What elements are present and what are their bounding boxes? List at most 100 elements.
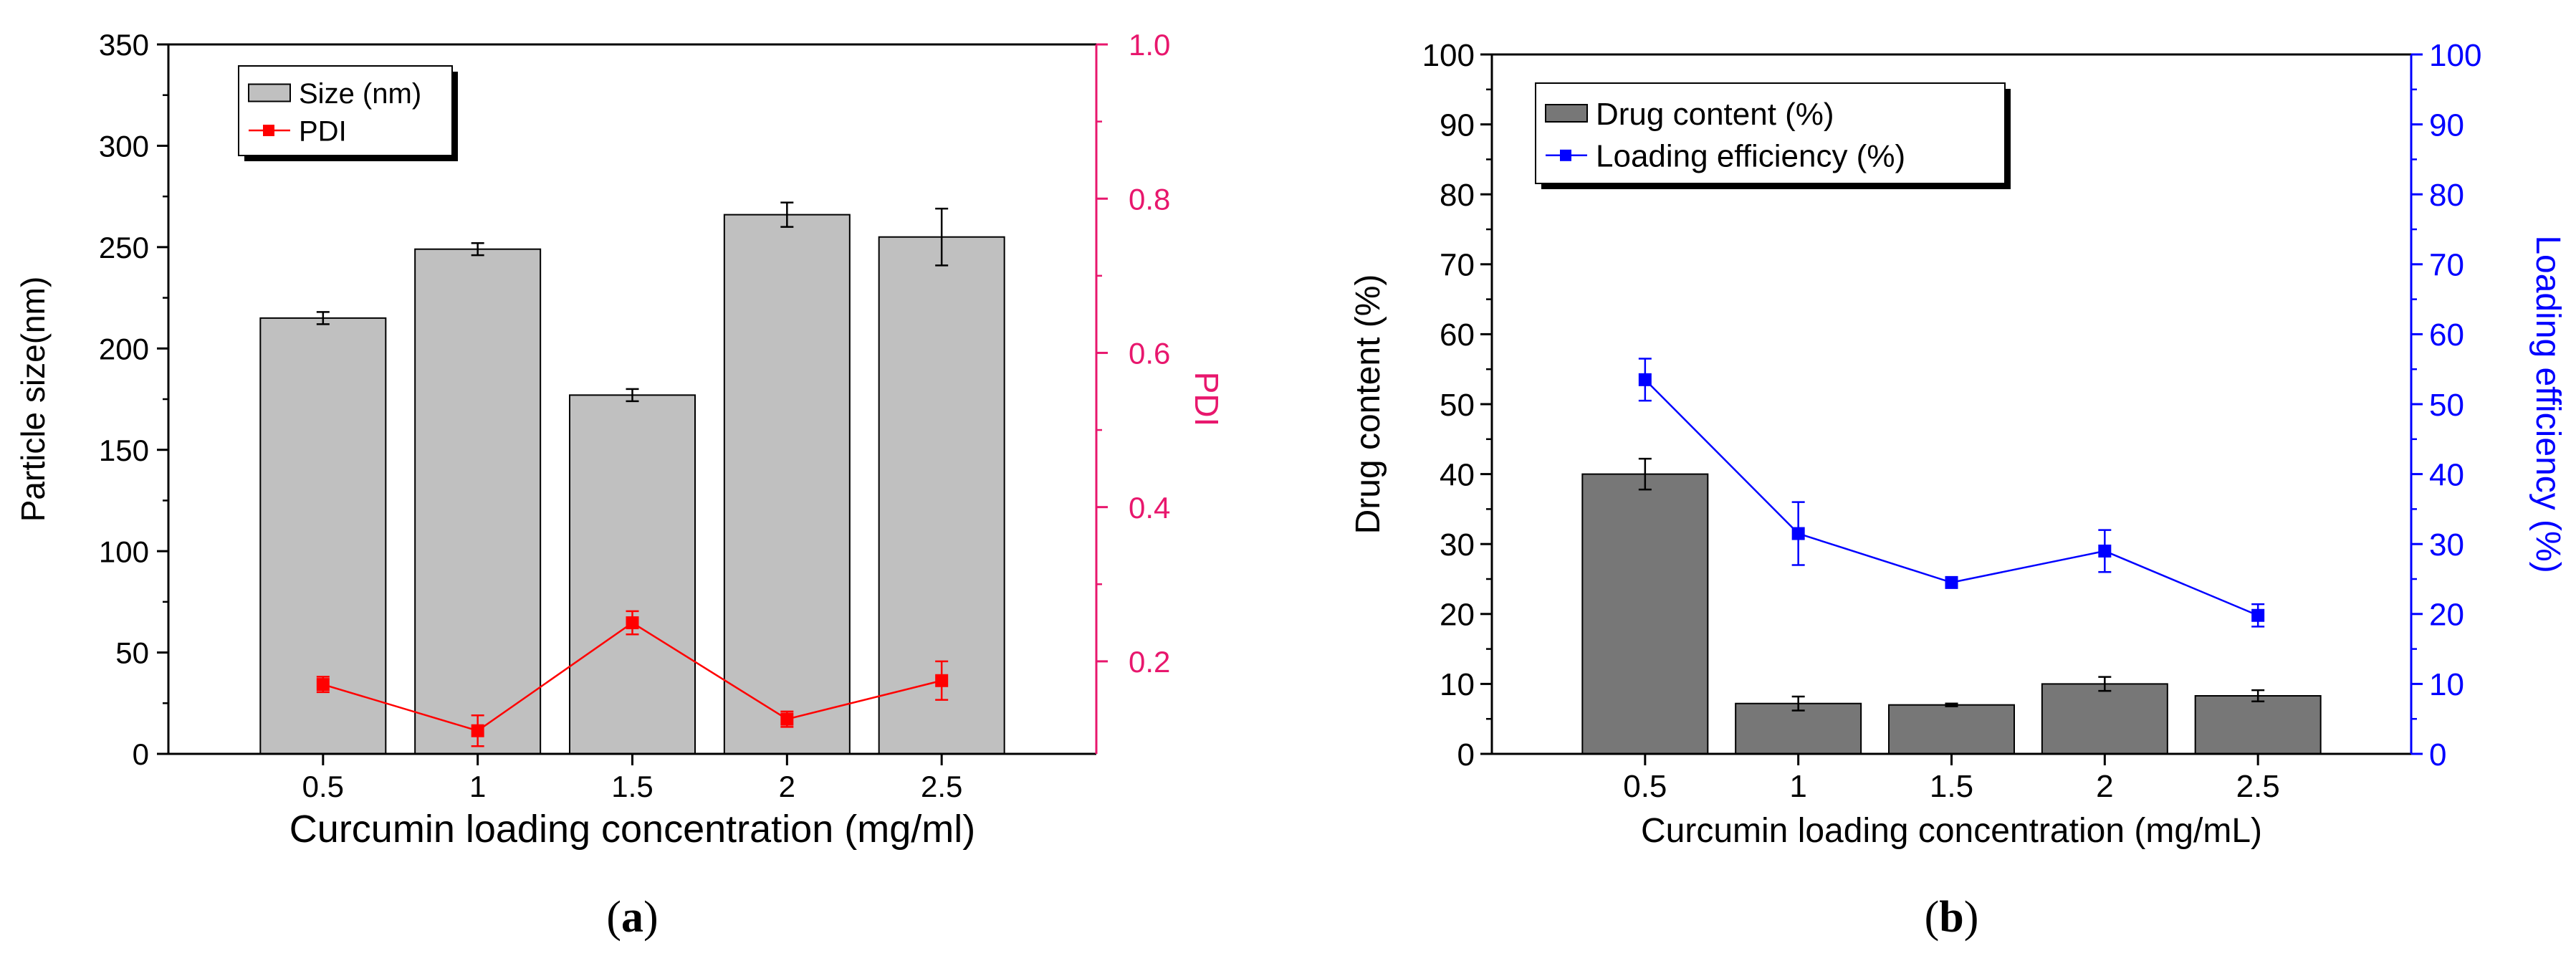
panel-b-legend-label-line: Loading efficiency (%) xyxy=(1596,139,1905,174)
panel-b-ytick-label-10: 100 xyxy=(1422,38,1475,73)
panel-a-ytick-label-2: 100 xyxy=(99,535,149,568)
panel-a-y2tick-label-1: 0.4 xyxy=(1129,491,1170,525)
panel-a-caption-close: ) xyxy=(643,893,659,942)
panel-a: 0 50 100 150 200 250 300 350 0.2 0.4 0.6 0.8 1.0 0.5 1… xyxy=(14,28,1225,942)
panel-a-legend-label-line: PDI xyxy=(299,115,347,147)
panel-a-ytick-label-4: 200 xyxy=(99,332,149,365)
panel-b-point-4 xyxy=(2251,608,2265,622)
panel-b-bar-0 xyxy=(1581,473,1709,755)
panel-b-y2tick-label-0: 0 xyxy=(2429,737,2446,773)
panel-a-bar-2 xyxy=(569,394,696,755)
panel-a-x-axis-label: Curcumin loading concentration (mg/ml) xyxy=(289,808,975,851)
panel-b-xtick-label-4: 2.5 xyxy=(2236,769,2280,804)
panel-a-bar-errorbar-2 xyxy=(626,388,639,403)
panel-b-y2tick-label-4: 40 xyxy=(2429,457,2464,492)
panel-a-y2tick-label-3: 0.8 xyxy=(1129,182,1170,216)
panel-b-caption: (b) xyxy=(1925,893,1979,942)
panel-a-point-3 xyxy=(780,712,794,726)
panel-a-y-axis-label: Particle size(nm) xyxy=(14,277,52,522)
panel-a-legend-label-bar: Size (nm) xyxy=(299,78,421,110)
panel-a-bar-errorbar-4 xyxy=(935,207,949,267)
panel-b-y2tick-label-10: 100 xyxy=(2429,38,2481,73)
panel-a-bar-1 xyxy=(414,248,542,755)
panel-a-ytick-label-7: 350 xyxy=(99,28,149,62)
panel-a-y2-axis-label: PDI xyxy=(1188,372,1225,427)
panel-a-y2tick-label-0: 0.2 xyxy=(1129,645,1170,679)
panel-b-point-3 xyxy=(2098,544,2112,558)
panel-a-caption-open: ( xyxy=(606,893,621,942)
panel-a-y2tick-label-2: 0.6 xyxy=(1129,337,1170,370)
panel-b-ytick-label-0: 0 xyxy=(1457,737,1475,773)
panel-a-bar-errorbar-1 xyxy=(471,241,484,257)
panel-b-point-2 xyxy=(1945,575,1958,589)
panel-b-y2tick-label-8: 80 xyxy=(2429,178,2464,213)
panel-a-ytick-label-3: 150 xyxy=(99,434,149,467)
panel-b-legend-swatch-bar xyxy=(1545,104,1588,123)
panel-a-point-0 xyxy=(316,678,330,692)
panel-a-legend-box xyxy=(238,65,453,156)
panel-a-y2tick-label-4: 1.0 xyxy=(1129,28,1170,62)
panel-b-y2tick-label-9: 90 xyxy=(2429,107,2464,143)
panel-a-ytick-label-1: 50 xyxy=(115,636,149,670)
panel-b-legend-swatch-marker xyxy=(1560,149,1571,161)
panel-b-y2tick-label-5: 50 xyxy=(2429,388,2464,423)
panel-b-y2tick-label-7: 70 xyxy=(2429,248,2464,283)
panel-b-ytick-label-2: 20 xyxy=(1440,598,1475,633)
panel-a-point-1 xyxy=(471,724,484,737)
panel-b-ytick-label-9: 90 xyxy=(1440,107,1475,143)
panel-b-bar-errorbar-1 xyxy=(1791,695,1805,712)
panel-b-caption-open: ( xyxy=(1925,893,1940,942)
panel-a-xtick-label-4: 2.5 xyxy=(921,770,962,803)
panel-b-bar-4 xyxy=(2194,694,2322,755)
panel-b-bar-1 xyxy=(1735,702,1862,755)
panel-b-bar-errorbar-4 xyxy=(2251,689,2265,703)
panel-b-ytick-label-4: 40 xyxy=(1440,457,1475,492)
panel-b-ytick-label-8: 80 xyxy=(1440,178,1475,213)
panel-a-point-2 xyxy=(626,616,639,630)
panel-b-y2-axis-label: Loading efficiency (%) xyxy=(2529,235,2567,573)
panel-a-ytick-label-0: 0 xyxy=(133,737,149,771)
panel-a-caption-letter: a xyxy=(621,893,643,942)
panel-b-caption-letter: b xyxy=(1939,893,1963,942)
panel-b-ytick-label-3: 30 xyxy=(1440,527,1475,563)
panel-a-bar-errorbar-3 xyxy=(780,201,794,228)
panel-b-y2tick-label-2: 20 xyxy=(2429,598,2464,633)
panel-b-ytick-label-6: 60 xyxy=(1440,317,1475,353)
panel-b-y2tick-label-1: 10 xyxy=(2429,667,2464,702)
panel-b-y-axis-label: Drug content (%) xyxy=(1349,274,1387,535)
panel-b-bar-3 xyxy=(2041,683,2168,755)
panel-a-caption: (a) xyxy=(606,893,658,942)
panel-b-point-0 xyxy=(1638,373,1652,386)
panel-b-xtick-label-3: 2 xyxy=(2096,769,2113,804)
panel-a-bar-errorbar-0 xyxy=(316,311,330,325)
panel-a-xtick-label-1: 1 xyxy=(469,770,486,803)
panel-b-xtick-label-0: 0.5 xyxy=(1623,769,1667,804)
panel-a-ytick-label-5: 250 xyxy=(99,231,149,264)
panel-b-bar-errorbar-2 xyxy=(1945,702,1958,707)
panel-b-legend-label-bar: Drug content (%) xyxy=(1596,97,1834,132)
panel-b: 0 10 20 30 40 50 60 70 80 90 100 0 10 20 30 40 50 60 70 80 9… xyxy=(1349,38,2567,942)
panel-a-xtick-label-0: 0.5 xyxy=(302,770,344,803)
panel-b-bar-errorbar-0 xyxy=(1638,457,1652,491)
panel-b-ytick-label-7: 70 xyxy=(1440,248,1475,283)
panel-a-legend-swatch-bar xyxy=(248,83,291,102)
panel-b-y2tick-label-6: 60 xyxy=(2429,317,2464,353)
panel-b-caption-close: ) xyxy=(1964,893,1979,942)
panel-a-bar-3 xyxy=(723,214,851,755)
panel-b-y2tick-label-3: 30 xyxy=(2429,527,2464,563)
panel-b-ytick-label-5: 50 xyxy=(1440,388,1475,423)
panel-b-xtick-label-2: 1.5 xyxy=(1930,769,1973,804)
panel-b-xtick-label-1: 1 xyxy=(1789,769,1806,804)
panel-b-x-axis-label: Curcumin loading concentration (mg/mL) xyxy=(1641,812,2262,850)
panel-a-legend: Size (nm) PDI xyxy=(238,65,458,161)
panel-b-point-1 xyxy=(1791,527,1805,540)
panel-b-ytick-label-1: 10 xyxy=(1440,667,1475,702)
panel-b-legend-box xyxy=(1535,82,2006,184)
panel-a-legend-swatch-marker xyxy=(263,125,274,136)
panel-a-xtick-label-3: 2 xyxy=(779,770,795,803)
panel-b-legend: Drug content (%) Loading efficiency (%) xyxy=(1535,82,2011,189)
panel-a-point-4 xyxy=(935,674,949,687)
panel-b-bar-2 xyxy=(1888,704,2015,755)
panel-a-xtick-label-2: 1.5 xyxy=(611,770,653,803)
